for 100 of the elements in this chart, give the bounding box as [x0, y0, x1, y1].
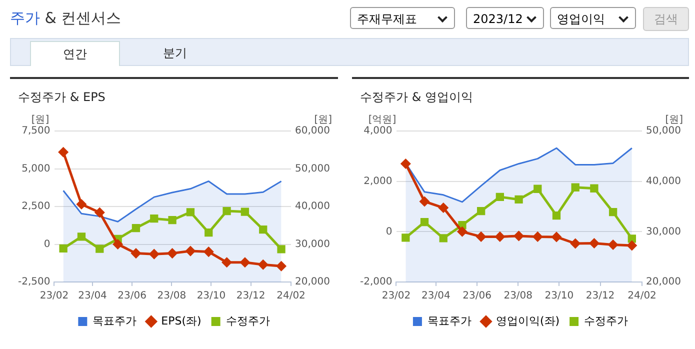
x-tick-label: 23/10 — [544, 290, 574, 302]
point — [204, 247, 214, 257]
legend-label: 수정주가 — [226, 314, 270, 328]
y2-tick-label: 40,000 — [646, 176, 682, 187]
point — [168, 216, 176, 224]
x-tick-label: 23/04 — [422, 290, 450, 302]
legend-label: 목표주가 — [92, 314, 137, 328]
point — [570, 238, 580, 248]
point — [96, 244, 104, 253]
point — [77, 232, 86, 241]
y-tick-label: -2,500 — [18, 276, 50, 288]
x-tick-label: 23/02 — [40, 290, 69, 302]
x-tick-label: 23/04 — [78, 290, 107, 302]
point — [420, 196, 430, 206]
point — [457, 226, 467, 236]
x-tick-label: 23/06 — [118, 290, 146, 302]
point — [532, 232, 542, 242]
point — [552, 232, 562, 242]
point — [420, 218, 429, 226]
point — [259, 225, 268, 234]
point — [438, 203, 448, 213]
legend-label: 목표주가 — [427, 314, 472, 328]
point — [168, 248, 178, 258]
dropdown: 주재무제표 — [350, 7, 455, 29]
point — [476, 232, 486, 242]
point — [240, 258, 250, 268]
point — [514, 231, 524, 241]
chart-title: 수정주가 & EPS — [18, 89, 106, 106]
point — [240, 208, 250, 216]
y-tick-label: 0 — [386, 226, 392, 238]
point — [458, 221, 466, 230]
text: 분기 — [162, 45, 188, 62]
legend-label: EPS(좌) — [161, 314, 202, 328]
point — [534, 184, 542, 193]
point — [150, 214, 158, 223]
x-tick-label: 23/02 — [382, 290, 411, 302]
y-tick-label: 7,500 — [22, 126, 50, 137]
point — [94, 208, 104, 218]
y2-axis-title: [원] — [314, 114, 332, 126]
y-axis-title: [억원] — [368, 114, 396, 126]
point — [131, 248, 141, 258]
y2-tick-label: 30,000 — [646, 226, 682, 238]
point — [276, 261, 286, 271]
point — [495, 232, 505, 242]
point — [222, 258, 232, 268]
x-tick-label: 24/02 — [628, 290, 656, 302]
point — [496, 192, 504, 202]
point — [258, 260, 268, 270]
point — [627, 240, 637, 250]
dropdown: 영업이익 — [550, 7, 636, 29]
button: 검색 — [643, 7, 689, 31]
text: 주가 & 컨센서스 — [10, 9, 122, 28]
point — [589, 238, 599, 248]
x-tick-label: 23/10 — [196, 290, 226, 302]
point — [400, 158, 410, 168]
x-tick-label: 23/12 — [236, 290, 266, 302]
point — [439, 234, 448, 242]
x-tick-label: 23/06 — [462, 290, 492, 302]
x-tick-label: 24/02 — [276, 290, 306, 302]
point — [514, 195, 523, 204]
point — [277, 245, 286, 254]
point — [149, 249, 159, 259]
y-tick-label: 0 — [44, 238, 50, 250]
point — [58, 147, 68, 157]
point — [608, 240, 618, 250]
y2-tick-label: 20,000 — [295, 276, 330, 288]
point — [590, 184, 598, 192]
y2-tick-label: 60,000 — [295, 126, 330, 137]
y2-tick-label: 50,000 — [646, 126, 682, 137]
y2-axis-title: [원] — [665, 114, 684, 126]
y2-tick-label: 50,000 — [295, 163, 330, 174]
dropdown: 2023/12 — [466, 7, 544, 29]
point — [59, 244, 68, 252]
text: 연간 — [30, 41, 120, 66]
point — [552, 211, 561, 220]
point — [222, 206, 231, 216]
point — [608, 208, 618, 216]
x-tick-label: 23/12 — [586, 290, 615, 302]
y2-tick-label: 40,000 — [295, 201, 330, 212]
y-tick-label: 5,000 — [22, 163, 50, 174]
point — [186, 246, 196, 256]
point — [477, 206, 486, 216]
y-axis-title: [원] — [31, 114, 50, 126]
x-tick-label: 23/08 — [504, 290, 533, 302]
y2-tick-label: 30,000 — [295, 238, 330, 250]
chart-title: 수정주가 & 영업이익 — [360, 89, 473, 106]
legend-label: 수정주가 — [584, 314, 628, 328]
y-tick-label: 2,000 — [364, 176, 392, 187]
point — [402, 234, 410, 242]
legend-label: 영업이익(좌) — [496, 314, 560, 328]
x-tick-label: 23/08 — [157, 290, 186, 302]
y-tick-label: 2,500 — [22, 201, 50, 212]
point — [113, 240, 123, 249]
point — [132, 224, 140, 232]
y2-tick-label: 20,000 — [646, 276, 682, 288]
point — [76, 199, 86, 209]
point — [628, 234, 636, 243]
y-tick-label: -2,000 — [360, 276, 392, 288]
point — [186, 208, 195, 216]
point — [571, 183, 580, 192]
